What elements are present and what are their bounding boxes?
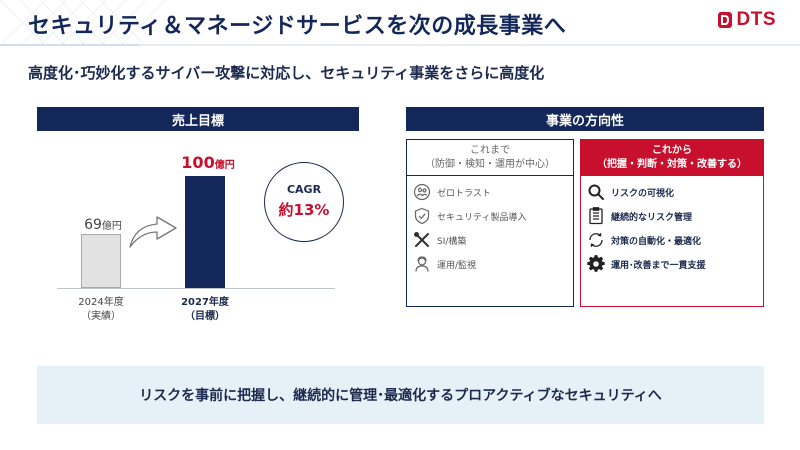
item-label: 運用/監視	[437, 260, 477, 271]
list-item: リスクの可視化	[587, 180, 763, 204]
cycle-icon	[589, 233, 603, 247]
company-logo: DTS	[715, 9, 777, 31]
logo-text: DTS	[736, 9, 776, 30]
list-item: SI/構築	[413, 228, 573, 252]
x-label-2027-year: 2027年度	[181, 297, 229, 308]
item-label: ゼロトラスト	[437, 188, 491, 199]
sales-target-heading: 売上目標	[37, 107, 359, 131]
growth-arrow-icon	[129, 216, 177, 248]
cagr-badge: CAGR 約13%	[264, 162, 344, 242]
after-panel-header: これから （把握・判断・対策・改善する）	[581, 140, 763, 176]
value-unit-2024: 億円	[101, 221, 122, 232]
x-label-2024-note: （実績）	[81, 311, 121, 322]
conclusion-banner: リスクを事前に把握し、継続的に管理･最適化するプロアクティブなセキュリティへ	[37, 366, 764, 424]
item-label: 対策の自動化・最適化	[611, 236, 702, 247]
bar-2027	[185, 176, 225, 288]
list-item: ゼロトラスト	[413, 180, 573, 204]
x-label-2027: 2027年度 （目標）	[165, 296, 245, 324]
cagr-label: CAGR	[286, 183, 322, 196]
value-label-2024: 69億円	[73, 214, 133, 233]
item-label: 運用･改善まで一貫支援	[611, 260, 706, 271]
list-item: 運用/監視	[413, 252, 573, 276]
list-item: 運用･改善まで一貫支援	[587, 252, 763, 276]
after-title: これから	[652, 145, 692, 156]
before-subtitle: （防御・検知・運用が中心）	[425, 158, 555, 170]
section-subtitle: 高度化･巧妙化するサイバー攻撃に対応し、セキュリティ事業をさらに高度化	[28, 64, 545, 82]
list-item: 継続的なリスク管理	[587, 204, 763, 228]
x-label-2027-note: （目標）	[185, 311, 225, 322]
direction-heading: 事業の方向性	[406, 107, 764, 131]
shield-icon	[414, 207, 430, 225]
x-label-2024-year: 2024年度	[78, 297, 124, 308]
tools-icon	[414, 232, 429, 247]
after-subtitle: （把握・判断・対策・改善する）	[597, 159, 747, 170]
before-panel: これまで （防御・検知・運用が中心） ゼロトラスト セキュリティ製品導入 SI/…	[406, 139, 574, 307]
checklist-icon	[589, 207, 603, 225]
cagr-value: 約13%	[278, 201, 330, 219]
before-panel-header: これまで （防御・検知・運用が中心）	[407, 140, 573, 176]
dts-logo-mark-icon	[717, 12, 732, 28]
chart-baseline	[57, 288, 335, 289]
header-divider	[0, 44, 800, 46]
value-label-2027: 100億円	[173, 153, 243, 172]
operator-icon	[415, 256, 429, 272]
item-label: SI/構築	[437, 236, 467, 247]
page-title: セキュリティ＆マネージドサービスを次の成長事業へ	[28, 14, 567, 39]
header-pattern	[0, 0, 167, 46]
gear-icon	[587, 255, 605, 272]
value-number-2027: 100	[181, 153, 215, 172]
item-label: セキュリティ製品導入	[437, 212, 527, 223]
item-label: 継続的なリスク管理	[611, 212, 693, 223]
magnifier-icon	[588, 184, 604, 200]
value-unit-2027: 億円	[214, 160, 235, 171]
bar-2024	[81, 234, 121, 288]
before-title: これまで	[470, 144, 510, 156]
after-panel: これから （把握・判断・対策・改善する） リスクの可視化 継続的なリスク管理 対…	[580, 139, 764, 307]
sales-bar-chart: 69億円 100億円 2024年度 （実績） 2027年度 （目標）	[37, 140, 359, 330]
x-label-2024: 2024年度 （実績）	[61, 296, 141, 324]
item-label: リスクの可視化	[611, 188, 675, 199]
list-item: 対策の自動化・最適化	[587, 228, 763, 252]
list-item: セキュリティ製品導入	[413, 204, 573, 228]
people-icon	[413, 183, 431, 201]
value-number-2024: 69	[84, 217, 102, 233]
